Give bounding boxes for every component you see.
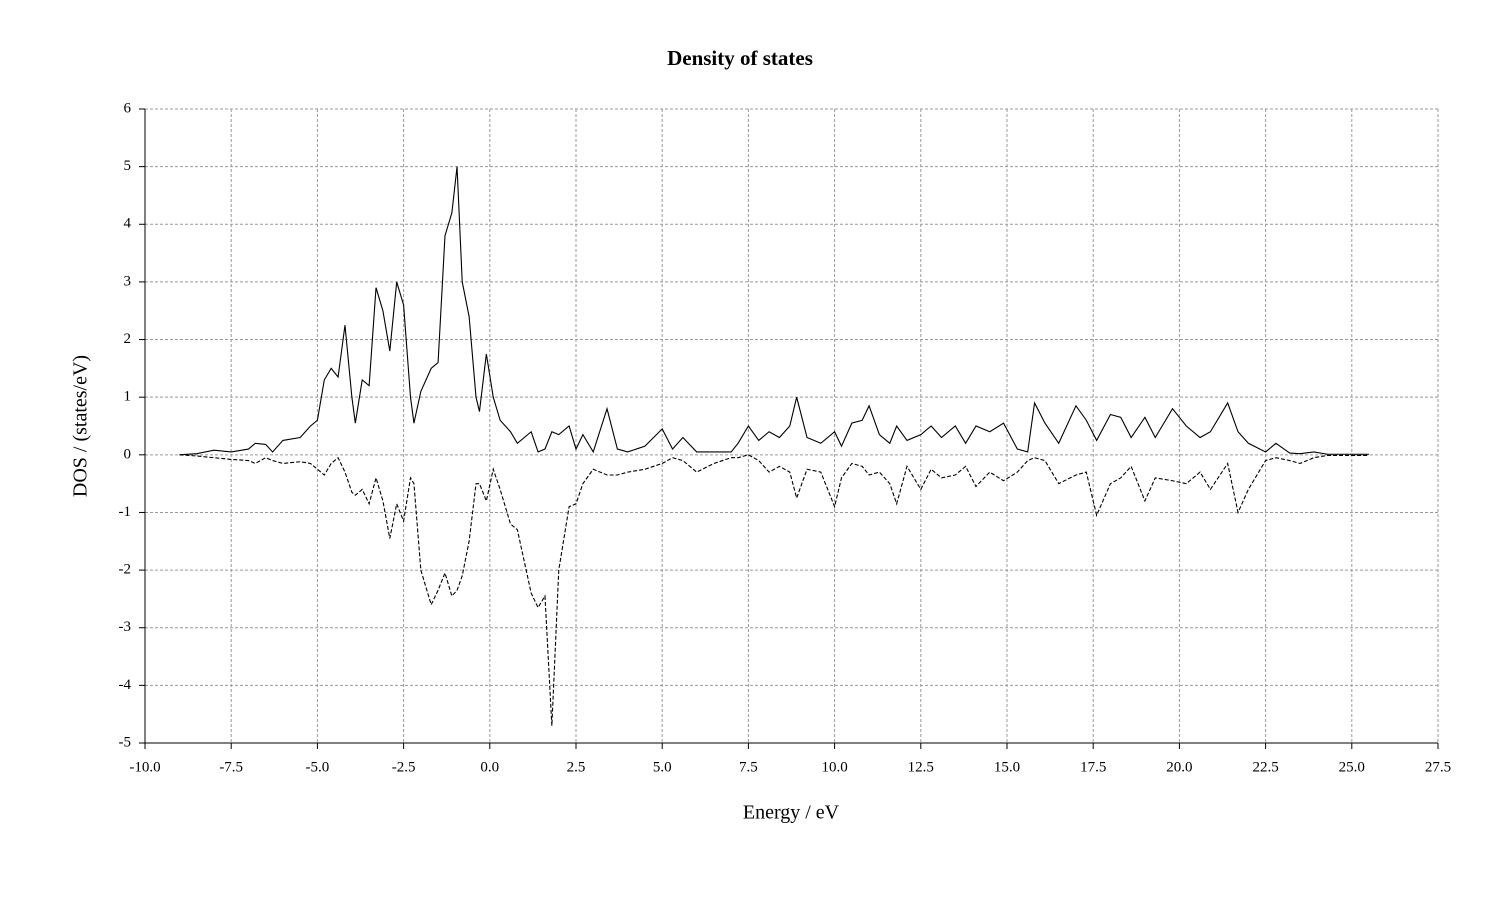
series-line (179, 166, 1370, 456)
x-tick-label: 7.5 (739, 759, 758, 775)
x-tick-label: 10.0 (821, 759, 847, 775)
x-tick-label: 25.0 (1339, 759, 1365, 775)
x-tick-label: 12.5 (908, 759, 934, 775)
x-axis-label: Energy / eV (743, 802, 840, 824)
x-tick-label: -2.5 (392, 759, 416, 775)
x-tick-label: -7.5 (219, 759, 243, 775)
x-tick-label: 17.5 (1080, 759, 1106, 775)
x-tick-label: 0.0 (480, 759, 499, 775)
y-tick-label: -3 (119, 619, 132, 635)
x-tick-label: 20.0 (1166, 759, 1192, 775)
x-tick-label: 15.0 (994, 759, 1020, 775)
x-tick-label: 22.5 (1252, 759, 1278, 775)
y-tick-label: -2 (119, 562, 132, 578)
y-tick-label: 0 (124, 446, 132, 462)
x-tick-label: 2.5 (567, 759, 586, 775)
x-tick-label: -10.0 (129, 759, 160, 775)
y-tick-label: 3 (124, 273, 132, 289)
y-tick-label: 5 (124, 158, 132, 174)
series-line (179, 454, 1370, 726)
x-tick-label: -5.0 (306, 759, 330, 775)
y-tick-label: -5 (119, 734, 132, 750)
y-tick-label: 2 (124, 331, 132, 347)
x-tick-label: 27.5 (1425, 759, 1451, 775)
y-axis-label: DOS / (states/eV) (70, 355, 92, 497)
y-tick-label: -1 (119, 504, 132, 520)
y-tick-label: 6 (124, 100, 132, 116)
y-tick-label: -4 (119, 677, 132, 693)
x-tick-label: 5.0 (653, 759, 672, 775)
y-tick-label: 1 (124, 389, 132, 405)
y-tick-label: 4 (124, 216, 132, 232)
chart-title: Density of states (667, 46, 813, 70)
